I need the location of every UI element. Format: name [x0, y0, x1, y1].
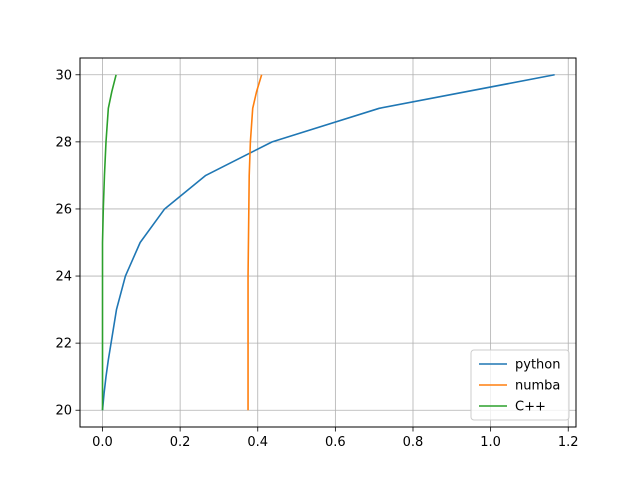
legend-label: C++: [515, 400, 546, 415]
series-lines: [101, 73, 555, 411]
series-line-numba: [247, 74, 263, 411]
series-line-python: [101, 73, 555, 411]
legend: python numba C++: [470, 349, 570, 421]
y-axis: 20 22 24 26 28 30: [55, 68, 80, 419]
x-axis: 0.0 0.2 0.4 0.6 0.8 1.0 1.2: [92, 427, 579, 450]
x-tick-label: 0.2: [170, 435, 191, 450]
x-tick-label: 1.2: [558, 435, 579, 450]
x-tick-label: 1.0: [480, 435, 501, 450]
legend-box: [470, 349, 570, 421]
x-tick-label: 0.6: [325, 435, 346, 450]
x-tick-label: 0.8: [403, 435, 424, 450]
legend-label: numba: [515, 379, 560, 394]
legend-label: python: [515, 358, 560, 373]
grid: [80, 58, 576, 427]
plot-frame: [79, 57, 577, 428]
x-tick-label: 0.4: [247, 435, 268, 450]
y-tick-label: 26: [55, 202, 72, 217]
series-line-cp: [101, 74, 117, 411]
y-tick-label: 24: [55, 270, 72, 285]
y-tick-label: 30: [55, 68, 72, 83]
x-tick-label: 0.0: [92, 435, 113, 450]
y-tick-label: 20: [55, 404, 72, 419]
y-tick-label: 22: [55, 337, 72, 352]
y-tick-label: 28: [55, 135, 72, 150]
